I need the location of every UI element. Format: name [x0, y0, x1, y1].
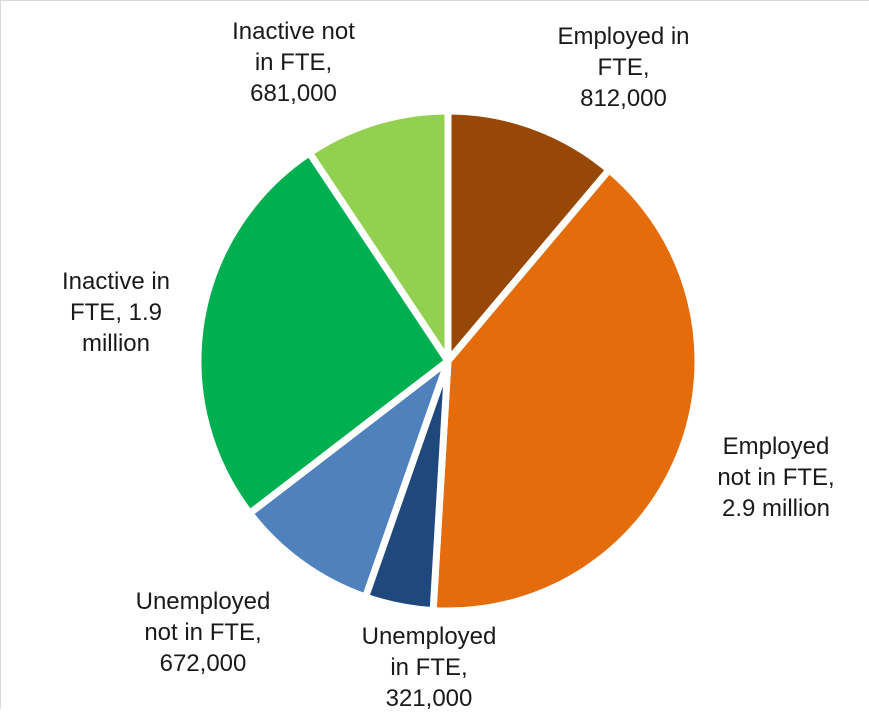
label-line: 672,000: [159, 650, 247, 677]
label-line: Unemployed: [361, 623, 497, 650]
slice-label-employed-not-in-fte: Employed not in FTE, 2.9 million: [691, 431, 861, 524]
label-line: in FTE,: [254, 49, 333, 76]
label-line: million: [81, 330, 150, 357]
label-line: 2.9 million: [721, 495, 831, 522]
slice-label-employed-in-fte: Employed in FTE, 812,000: [531, 21, 716, 114]
label-line: 681,000: [250, 80, 337, 107]
label-line: not in FTE,: [144, 619, 262, 646]
label-line: Inactive in: [61, 268, 171, 295]
pie-slice-inactive-in-fte: [194, 149, 452, 517]
slice-label-inactive-in-fte: Inactive in FTE, 1.9 million: [41, 266, 191, 359]
label-line: Unemployed: [135, 588, 271, 615]
label-line: Employed in: [557, 23, 690, 50]
pie-slice-employed-not-in-fte: [429, 166, 702, 615]
slice-label-unemployed-not-in-fte: Unemployed not in FTE, 672,000: [113, 586, 293, 679]
label-line: Inactive not: [232, 18, 355, 45]
pie-slice-unemployed-not-in-fte: [246, 357, 452, 601]
label-line: Employed: [722, 433, 830, 460]
slice-label-inactive-not-in-fte: Inactive not in FTE, 681,000: [206, 16, 381, 109]
label-line: 321,000: [385, 685, 473, 712]
label-line: FTE, 1.9: [69, 299, 163, 326]
label-line: 812,000: [580, 85, 667, 112]
label-line: FTE,: [597, 54, 650, 81]
label-line: in FTE,: [390, 654, 468, 681]
pie-slice-employed-in-fte: [444, 107, 613, 365]
slice-label-unemployed-in-fte: Unemployed in FTE, 321,000: [339, 621, 519, 714]
label-line: not in FTE,: [717, 464, 835, 491]
pie-slice-inactive-not-in-fte: [305, 107, 452, 365]
